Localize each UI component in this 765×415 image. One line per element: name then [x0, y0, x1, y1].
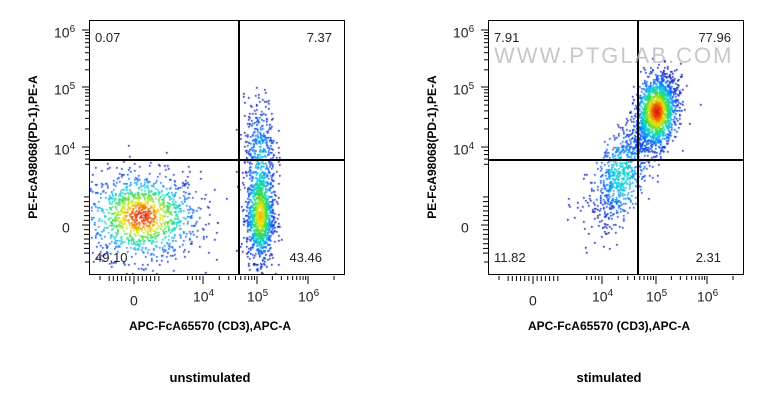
quadrant-upper-left-percent: 0.07 — [95, 30, 121, 45]
axes-ticks — [82, 29, 335, 284]
plot-area: 0.07 7.37 49.10 43.46 — [89, 20, 345, 275]
quadrant-lower-left-percent: 49.10 — [95, 250, 128, 265]
watermark: WWW.PTGLAB.COM — [494, 43, 734, 68]
x-tick-label: 104 — [592, 288, 614, 305]
quadrant-gate-horizontal[interactable] — [90, 159, 344, 162]
x-tick-label: 106 — [697, 288, 719, 305]
y-tick-label: 105 — [453, 81, 475, 98]
quadrant-upper-left-percent: 7.91 — [494, 30, 520, 45]
quadrant-lower-right-percent: 43.46 — [289, 250, 322, 265]
y-tick-label: 0 — [461, 219, 469, 236]
axes-ticks — [481, 29, 734, 284]
quadrant-gate-vertical[interactable] — [637, 21, 640, 274]
x-tick-label: 105 — [247, 288, 269, 305]
quadrant-lower-left-percent: 11.82 — [494, 250, 526, 265]
x-tick-label: 0 — [529, 292, 537, 309]
y-tick-label: 104 — [453, 141, 475, 158]
y-tick-label: 106 — [453, 24, 475, 41]
condition-caption: unstimulated — [169, 370, 251, 385]
plot-panel-stimulated: PE-FcA98068(PD-1),PE-A 7.91 77.96 11.82 … — [399, 0, 765, 415]
plot-area: 7.91 77.96 11.82 2.31 — [488, 20, 744, 275]
y-tick-label: 104 — [54, 141, 76, 158]
x-tick-label: 104 — [193, 288, 215, 305]
quadrant-lower-right-percent: 2.31 — [695, 250, 721, 265]
density-points — [90, 21, 344, 274]
plot-panel-unstimulated: PE-FcA98068(PD-1),PE-A 0.07 7.37 49.10 4… — [0, 0, 382, 415]
y-tick-label: 0 — [62, 219, 70, 236]
x-tick-label: 105 — [646, 288, 668, 305]
x-tick-label: 0 — [130, 292, 138, 309]
condition-caption: stimulated — [576, 370, 642, 385]
quadrant-upper-right-percent: 77.96 — [698, 30, 731, 45]
quadrant-gate-vertical[interactable] — [238, 21, 241, 274]
x-tick-label: 106 — [298, 288, 320, 305]
quadrant-upper-right-percent: 7.37 — [306, 30, 332, 45]
quadrant-gate-horizontal[interactable] — [489, 159, 743, 162]
x-axis-label: APC-FcA65570 (CD3),APC-A — [128, 319, 292, 333]
y-tick-label: 106 — [54, 24, 76, 41]
y-tick-label: 105 — [54, 81, 76, 98]
x-axis-label: APC-FcA65570 (CD3),APC-A — [527, 319, 691, 333]
density-points — [489, 21, 743, 274]
